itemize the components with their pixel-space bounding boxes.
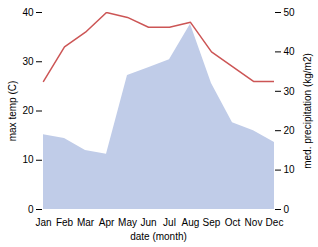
svg-text:Oct: Oct — [225, 217, 241, 228]
svg-text:Dec: Dec — [266, 217, 284, 228]
svg-text:30: 30 — [22, 56, 34, 67]
svg-text:30: 30 — [284, 86, 296, 97]
svg-text:May: May — [118, 217, 137, 228]
svg-text:40: 40 — [284, 46, 296, 57]
svg-text:Nov: Nov — [245, 217, 263, 228]
svg-text:0: 0 — [284, 204, 290, 215]
svg-text:med. precipitation (kg/m2): med. precipitation (kg/m2) — [302, 53, 313, 169]
svg-text:Apr: Apr — [99, 217, 115, 228]
svg-text:Feb: Feb — [56, 217, 74, 228]
svg-text:10: 10 — [22, 154, 34, 165]
svg-text:Mar: Mar — [77, 217, 95, 228]
svg-text:20: 20 — [284, 125, 296, 136]
svg-text:10: 10 — [284, 164, 296, 175]
svg-text:20: 20 — [22, 105, 34, 116]
svg-text:0: 0 — [28, 204, 34, 215]
svg-text:Sep: Sep — [203, 217, 221, 228]
svg-text:max temp (C): max temp (C) — [7, 81, 18, 142]
svg-text:40: 40 — [22, 7, 34, 18]
svg-text:50: 50 — [284, 7, 296, 18]
svg-text:Jan: Jan — [35, 217, 51, 228]
svg-text:date (month): date (month) — [130, 231, 187, 242]
svg-text:Jul: Jul — [163, 217, 176, 228]
svg-text:Jun: Jun — [140, 217, 156, 228]
svg-text:Aug: Aug — [182, 217, 200, 228]
